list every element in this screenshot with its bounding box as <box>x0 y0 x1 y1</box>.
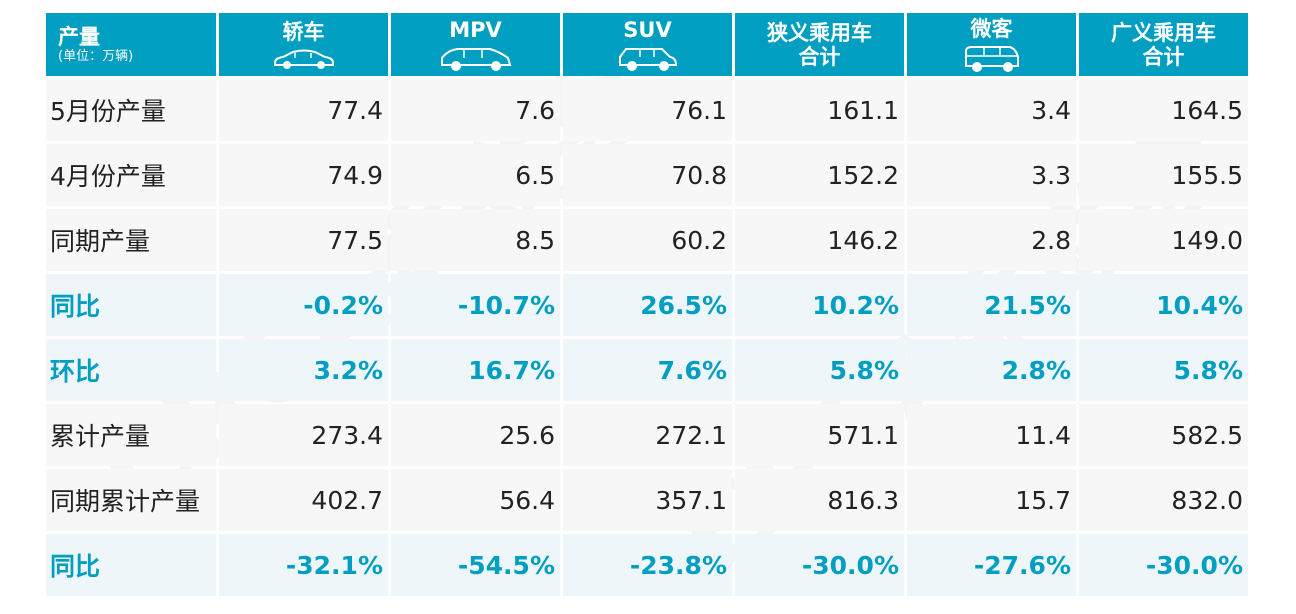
table-cell: -30.0% <box>735 534 904 596</box>
table-cell: 60.2 <box>563 209 732 271</box>
sedan-icon <box>273 49 334 69</box>
table-cell: 5.8% <box>735 339 904 401</box>
col-label-minivan: 微客 <box>970 16 1013 41</box>
table-cell: 3.4 <box>907 79 1076 141</box>
col-header-suv: SUV <box>563 13 732 76</box>
table-cell: 76.1 <box>563 79 732 141</box>
table-cell: 273.4 <box>219 404 388 466</box>
suv-icon <box>618 47 677 71</box>
row-label: 同期累计产量 <box>46 469 216 531</box>
col-header-minivan: 微客 <box>907 13 1076 76</box>
table-cell: 402.7 <box>219 469 388 531</box>
table-cell: -10.7% <box>391 274 560 336</box>
table-cell: 272.1 <box>563 404 732 466</box>
table-body: 5月份产量 77.4 7.6 76.1 161.1 3.4 164.5 4月份产量 74.9 6.… <box>46 79 1248 596</box>
production-table: 产量 (单位：万辆) 轿车 MPV <box>43 10 1251 599</box>
table-cell: 25.6 <box>391 404 560 466</box>
col-header-sedan: 轿车 <box>219 13 388 76</box>
table-cell: 11.4 <box>907 404 1076 466</box>
table-cell: 571.1 <box>735 404 904 466</box>
table-cell: 77.4 <box>219 79 388 141</box>
table-row: 累计产量 273.4 25.6 272.1 571.1 11.4 582.5 <box>46 404 1248 466</box>
table-cell: 21.5% <box>907 274 1076 336</box>
minivan-icon <box>964 45 1019 72</box>
header-row: 产量 (单位：万辆) 轿车 MPV <box>46 13 1248 76</box>
row-label: 同比 <box>46 274 216 336</box>
row-label: 环比 <box>46 339 216 401</box>
header-title: 产量 <box>58 24 100 49</box>
col-label-suv: SUV <box>623 17 672 42</box>
table-cell: 2.8 <box>907 209 1076 271</box>
table-cell: 5.8% <box>1079 339 1248 401</box>
table-row: 同比 -32.1% -54.5% -23.8% -30.0% -27.6% -30.0% <box>46 534 1248 596</box>
col-header-broad-total: 广义乘用车 合计 <box>1079 13 1248 76</box>
table-cell: 3.3 <box>907 144 1076 206</box>
table-cell: 152.2 <box>735 144 904 206</box>
table-cell: 816.3 <box>735 469 904 531</box>
table-row: 环比 3.2% 16.7% 7.6% 5.8% 2.8% 5.8% <box>46 339 1248 401</box>
col-header-narrow-total: 狭义乘用车 合计 <box>735 13 904 76</box>
row-label: 同期产量 <box>46 209 216 271</box>
table-cell: 77.5 <box>219 209 388 271</box>
table-cell: 155.5 <box>1079 144 1248 206</box>
table-cell: 2.8% <box>907 339 1076 401</box>
table-cell: 16.7% <box>391 339 560 401</box>
table-cell: -30.0% <box>1079 534 1248 596</box>
table-cell: 6.5 <box>391 144 560 206</box>
row-label: 4月份产量 <box>46 144 216 206</box>
table-cell: 10.2% <box>735 274 904 336</box>
row-label: 5月份产量 <box>46 79 216 141</box>
table-cell: 26.5% <box>563 274 732 336</box>
col-label-broad-total: 广义乘用车 合计 <box>1111 20 1216 69</box>
table-row: 同期产量 77.5 8.5 60.2 146.2 2.8 149.0 <box>46 209 1248 271</box>
table-cell: 10.4% <box>1079 274 1248 336</box>
table-cell: 3.2% <box>219 339 388 401</box>
row-label: 同比 <box>46 534 216 596</box>
table-cell: 164.5 <box>1079 79 1248 141</box>
table-cell: 70.8 <box>563 144 732 206</box>
table-cell: -54.5% <box>391 534 560 596</box>
table-cell: 582.5 <box>1079 404 1248 466</box>
table-cell: 7.6% <box>563 339 732 401</box>
table-cell: 832.0 <box>1079 469 1248 531</box>
table-cell: -23.8% <box>563 534 732 596</box>
table-row: 同比 -0.2% -10.7% 26.5% 10.2% 21.5% 10.4% <box>46 274 1248 336</box>
table-cell: 8.5 <box>391 209 560 271</box>
header-title-cell: 产量 (单位：万辆) <box>46 13 216 76</box>
table-cell: 146.2 <box>735 209 904 271</box>
mpv-icon <box>440 47 511 71</box>
table-row: 同期累计产量 402.7 56.4 357.1 816.3 15.7 832.0 <box>46 469 1248 531</box>
table-cell: -0.2% <box>219 274 388 336</box>
col-label-narrow-total: 狭义乘用车 合计 <box>767 20 872 69</box>
row-label: 累计产量 <box>46 404 216 466</box>
col-label-mpv: MPV <box>449 17 502 42</box>
col-header-mpv: MPV <box>391 13 560 76</box>
table-row: 4月份产量 74.9 6.5 70.8 152.2 3.3 155.5 <box>46 144 1248 206</box>
table-cell: 149.0 <box>1079 209 1248 271</box>
table-cell: 56.4 <box>391 469 560 531</box>
table-cell: 15.7 <box>907 469 1076 531</box>
table-cell: 74.9 <box>219 144 388 206</box>
table-cell: -32.1% <box>219 534 388 596</box>
table-cell: 7.6 <box>391 79 560 141</box>
col-label-sedan: 轿车 <box>282 19 325 44</box>
header-unit: (单位：万辆) <box>58 48 134 64</box>
table-row: 5月份产量 77.4 7.6 76.1 161.1 3.4 164.5 <box>46 79 1248 141</box>
table-cell: -27.6% <box>907 534 1076 596</box>
table-cell: 357.1 <box>563 469 732 531</box>
table-cell: 161.1 <box>735 79 904 141</box>
